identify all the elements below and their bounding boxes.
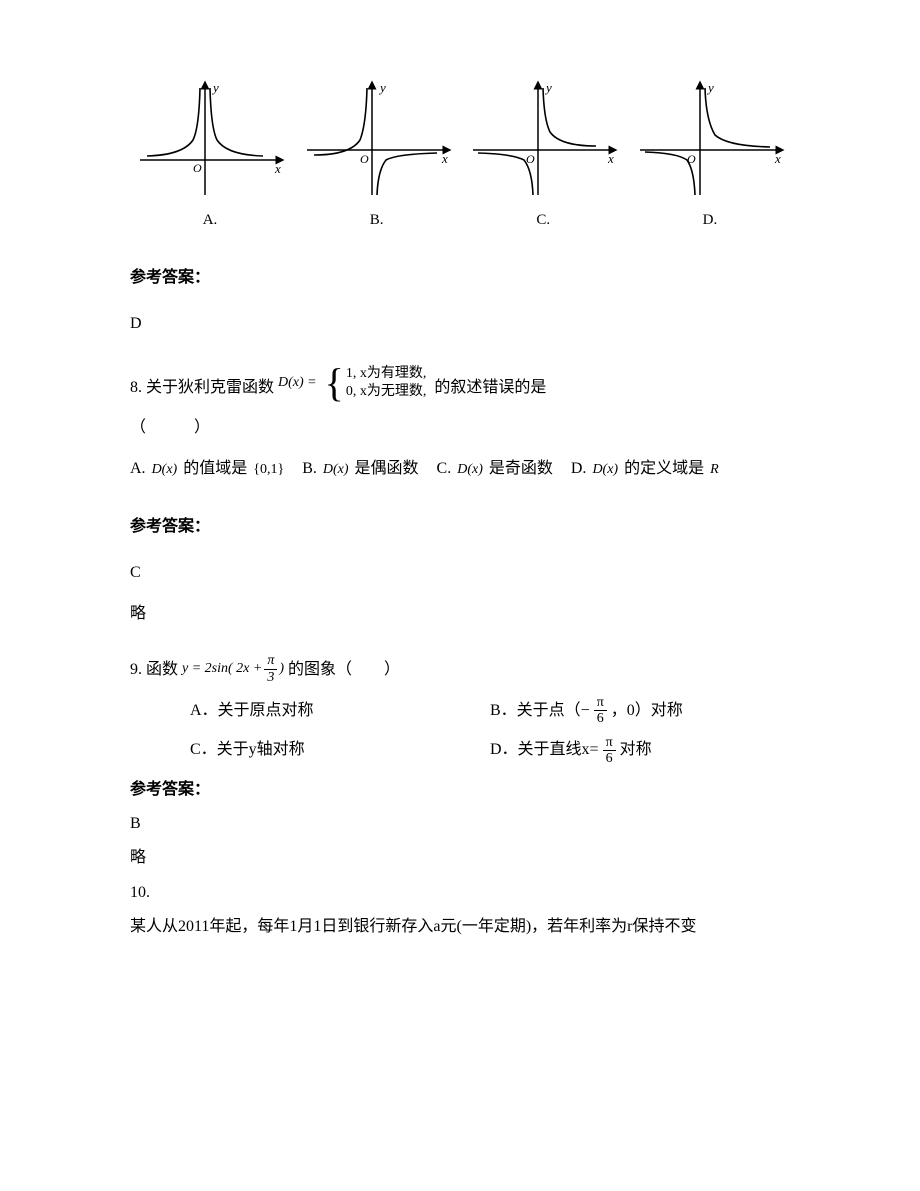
q8-optA-pre: A. (130, 454, 146, 484)
q8-optD-dx: D(x) (592, 457, 618, 484)
svg-text:x: x (441, 151, 448, 166)
q8-paren: （ ） (130, 413, 790, 443)
svg-text:x: x (607, 151, 614, 166)
svg-text:O: O (193, 161, 202, 175)
svg-text:x: x (274, 161, 281, 176)
q9-answer: B (130, 809, 790, 839)
q8-optA-dx: D(x) (152, 457, 178, 484)
q9-stem-suffix: 的图象（ ） (288, 655, 400, 685)
graph-a-label: A. (130, 206, 290, 235)
q8-optC-pre: C. (437, 454, 452, 484)
q7-answer-heading: 参考答案： (130, 263, 790, 293)
q8-stem-suffix: 的叙述错误的是 (434, 373, 546, 403)
q8-optB-dx: D(x) (323, 457, 349, 484)
q8-optB-txt: 是偶函数 (355, 454, 419, 484)
q10-number: 10. (130, 878, 790, 908)
q9-optB-frac: π 6 (594, 695, 607, 727)
svg-text:y: y (378, 80, 386, 95)
graph-c-svg: x y O (468, 80, 618, 200)
graph-option-a: x y O A. (130, 80, 290, 235)
q8-optC-txt: 是奇函数 (489, 454, 553, 484)
graph-option-c: x y O C. (463, 80, 623, 235)
q8-note: 略 (130, 599, 790, 629)
q8-optB-pre: B. (302, 454, 317, 484)
q8-piecewise: { 1, x为有理数, 0, x为无理数, (325, 363, 427, 403)
svg-text:O: O (360, 152, 369, 166)
q8-optA-set: {0,1} (253, 457, 284, 484)
q8-stem-prefix: 关于狄利克雷函数 (146, 373, 274, 403)
q8-answer: C (130, 558, 790, 588)
q9-frac: π 3 (264, 653, 277, 685)
q9-optD-frac: π 6 (603, 735, 616, 767)
q9-frac-num: π (264, 653, 277, 668)
q8-case2: 0, x为无理数, (346, 383, 427, 401)
q8-stem: 8. 关于狄利克雷函数 D(x) = { 1, x为有理数, 0, x为无理数,… (130, 363, 790, 403)
q8-optC-dx: D(x) (457, 457, 483, 484)
graph-a-svg: x y O (135, 80, 285, 200)
q9-optD-pre: D．关于直线x= (490, 735, 599, 765)
svg-text:y: y (544, 80, 552, 95)
q9-optC: C．关于y轴对称 (190, 735, 490, 767)
q9-optD: D．关于直线x= π 6 对称 (490, 735, 790, 767)
q10-stem: 某人从2011年起，每年1月1日到银行新存入a元(一年定期)，若年利率为r保持不… (130, 912, 790, 942)
q8-number: 8. (130, 373, 142, 403)
graph-d-svg: x y O (635, 80, 785, 200)
q9-stem: 9. 函数 y = 2sin( 2x + π 3 ) 的图象（ ） (130, 653, 790, 685)
q9-optD-post: 对称 (620, 735, 652, 765)
q8-optA-mid: 的值域是 (183, 454, 247, 484)
svg-text:O: O (687, 152, 696, 166)
q9-func-suffix: ) (279, 656, 284, 683)
q8-options: A. D(x) 的值域是 {0,1} B. D(x) 是偶函数 C. D(x) … (130, 454, 790, 484)
q9-optB-post: ，0）对称 (611, 696, 683, 726)
graph-option-d: x y O D. (630, 80, 790, 235)
svg-text:x: x (774, 151, 781, 166)
q8-func-lhs: D(x) = (278, 370, 317, 397)
graph-d-label: D. (630, 206, 790, 235)
q9-optA: A．关于原点对称 (190, 695, 490, 727)
q8-answer-heading: 参考答案： (130, 512, 790, 542)
q9-func-prefix: y = 2sin( 2x + (182, 656, 262, 683)
q8-case1: 1, x为有理数, (346, 365, 427, 383)
q9-answer-heading: 参考答案： (130, 775, 790, 805)
graph-options-row: x y O A. x y O (130, 80, 790, 235)
q9-note: 略 (130, 843, 790, 873)
q8-optD-pre: D. (571, 454, 587, 484)
q9-optB-pre: B．关于点（− (490, 696, 590, 726)
graph-c-label: C. (463, 206, 623, 235)
svg-text:y: y (706, 80, 714, 95)
svg-text:y: y (211, 80, 219, 95)
q9-frac-den: 3 (264, 669, 277, 685)
q9-stem-prefix: 函数 (146, 655, 178, 685)
q8-optD-mid: 的定义域是 (624, 454, 704, 484)
graph-b-svg: x y O (302, 80, 452, 200)
q7-answer: D (130, 309, 790, 339)
graph-option-b: x y O B. (297, 80, 457, 235)
graph-b-label: B. (297, 206, 457, 235)
q9-options: A．关于原点对称 B．关于点（− π 6 ，0）对称 C．关于y轴对称 D．关于… (190, 695, 790, 767)
q9-optB: B．关于点（− π 6 ，0）对称 (490, 695, 790, 727)
q9-number: 9. (130, 655, 142, 685)
q8-optD-R: R (710, 457, 719, 484)
